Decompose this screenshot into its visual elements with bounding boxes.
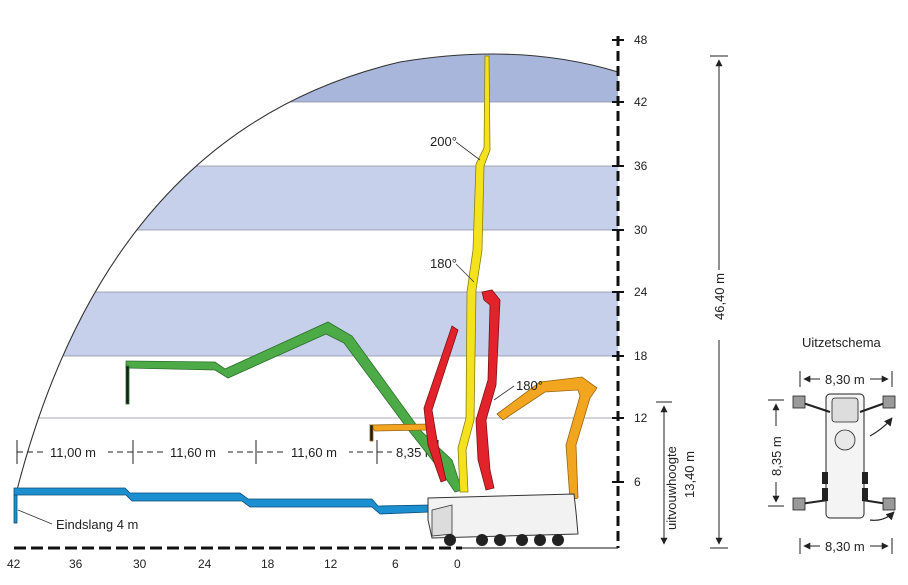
x-tick-36: 36 bbox=[69, 557, 83, 571]
y-tick-24: 24 bbox=[634, 285, 648, 299]
boom-yellow bbox=[457, 55, 491, 493]
y-tick-36: 36 bbox=[634, 159, 648, 173]
unfold-height-dimension: uitvouwhoogte 13,40 m bbox=[656, 401, 697, 545]
band-18-24 bbox=[17, 292, 618, 356]
band-30-36 bbox=[17, 166, 618, 230]
y-tick-6: 6 bbox=[634, 475, 641, 489]
x-tick-12: 12 bbox=[324, 557, 338, 571]
angle-label-180-yellow: 180° bbox=[430, 256, 457, 271]
reach-dimension-line: 11,00 m 11,60 m 11,60 m 8,35 m bbox=[16, 440, 439, 464]
x-tick-24: 24 bbox=[198, 557, 212, 571]
y-tick-30: 30 bbox=[634, 223, 648, 237]
reach-segment-3: 11,60 m bbox=[291, 445, 337, 460]
total-height-label: 46,40 m bbox=[712, 273, 727, 320]
y-tick-42: 42 bbox=[634, 95, 648, 109]
x-tick-18: 18 bbox=[261, 557, 275, 571]
unfold-height-value: 13,40 m bbox=[682, 451, 697, 498]
x-tick-6: 6 bbox=[392, 557, 399, 571]
height-axis: 6 12 18 24 30 36 42 48 bbox=[612, 33, 648, 548]
outrigger-title: Uitzetschema bbox=[802, 335, 882, 350]
truck bbox=[427, 493, 579, 546]
unfold-height-label: uitvouwhoogte bbox=[664, 446, 679, 530]
y-tick-18: 18 bbox=[634, 349, 648, 363]
x-tick-0: 0 bbox=[454, 557, 461, 571]
reach-segment-2: 11,60 m bbox=[170, 445, 216, 460]
reach-envelope bbox=[16, 53, 619, 491]
x-tick-30: 30 bbox=[133, 557, 147, 571]
angle-label-180-red: 180° bbox=[516, 378, 543, 393]
distance-axis: 0 6 12 18 24 30 36 42 bbox=[7, 546, 618, 571]
outrigger-schema: Uitzetschema 8,30 m 8,35 m 8,30 m bbox=[768, 335, 896, 554]
end-hose-label: Eindslang 4 m bbox=[56, 517, 138, 532]
x-tick-42: 42 bbox=[7, 557, 21, 571]
outrigger-side-length: 8,35 m bbox=[769, 436, 784, 476]
angle-label-200: 200° bbox=[430, 134, 457, 149]
outrigger-bottom-width: 8,30 m bbox=[825, 539, 865, 554]
y-tick-12: 12 bbox=[634, 411, 648, 425]
total-height-dimension: 46,40 m bbox=[710, 55, 728, 549]
y-tick-48: 48 bbox=[634, 33, 648, 47]
boom-red bbox=[423, 289, 501, 491]
boom-green bbox=[125, 321, 463, 493]
outrigger-top-width: 8,30 m bbox=[825, 372, 865, 387]
reach-segment-1: 11,00 m bbox=[50, 445, 96, 460]
